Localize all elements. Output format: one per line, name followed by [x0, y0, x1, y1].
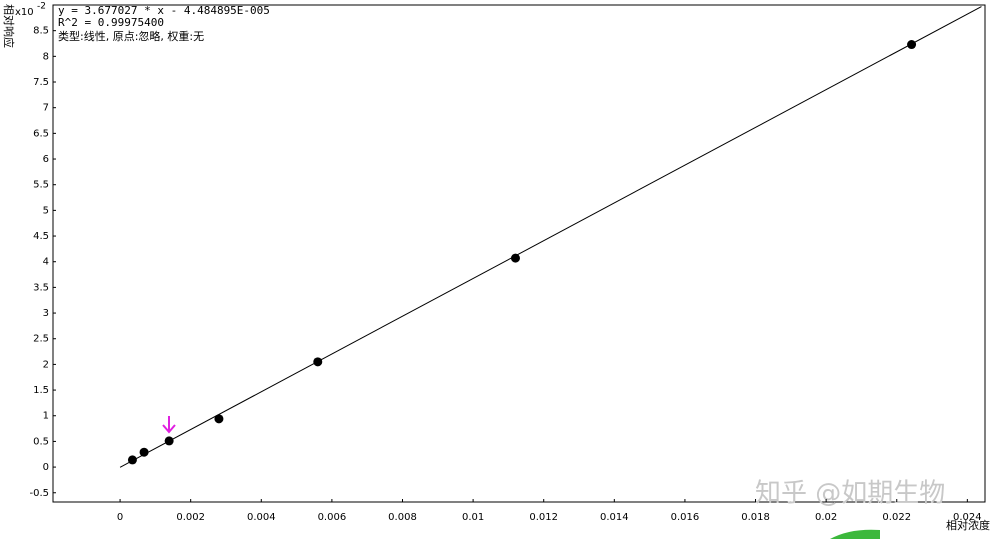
y-tick-label: 0.5: [33, 436, 49, 447]
x-tick-label: 0.008: [388, 512, 417, 523]
x-tick-label: 0.012: [529, 512, 558, 523]
fit-info: 类型:线性, 原点:忽略, 权重:无: [58, 29, 204, 43]
y-tick-label: 4.5: [33, 231, 49, 242]
y-tick-label: 8.5: [33, 26, 49, 37]
y-multiplier: x10: [15, 7, 34, 18]
data-point: [313, 357, 323, 367]
r-squared: R^2 = 0.99975400: [58, 16, 164, 29]
y-tick-label: 5: [43, 205, 49, 216]
annotation-arrow: [162, 416, 176, 434]
x-tick-label: 0.02: [815, 512, 837, 523]
y-tick-label: 3.5: [33, 282, 49, 293]
x-tick-label: 0.004: [247, 512, 276, 523]
y-axis-label: 相对响应: [2, 4, 16, 48]
x-tick-label: 0.002: [176, 512, 205, 523]
x-axis-label: 相对浓度: [946, 518, 990, 532]
watermark: 知乎 @如期生物: [755, 479, 945, 509]
data-point: [139, 447, 149, 457]
data-point: [510, 253, 520, 263]
y-tick-label: 1: [43, 411, 49, 422]
x-tick-label: 0: [117, 512, 123, 523]
y-tick-label: 0: [43, 462, 49, 473]
x-tick-label: 0.014: [600, 512, 629, 523]
y-tick-label: 4: [43, 257, 49, 268]
x-tick-label: 0.01: [462, 512, 484, 523]
y-tick-label: 7.5: [33, 77, 49, 88]
y-tick-label: 7: [43, 103, 49, 114]
decoration: [830, 529, 880, 539]
x-tick-label: 0.018: [741, 512, 770, 523]
x-tick-label: 0.024: [953, 512, 982, 523]
data-point: [164, 436, 174, 446]
y-multiplier-exp: -2: [37, 2, 46, 12]
x-tick-label: 0.022: [882, 512, 911, 523]
y-tick-label: 5.5: [33, 180, 49, 191]
equation: y = 3.677027 * x - 4.484895E-005: [58, 4, 270, 17]
y-tick-label: -0.5: [29, 488, 49, 499]
plot-frame: [52, 4, 986, 503]
data-point: [214, 414, 224, 424]
y-tick-label: 8: [43, 51, 49, 62]
data-point: [907, 40, 917, 50]
y-tick-label: 6.5: [33, 128, 49, 139]
y-tick-label: 1.5: [33, 385, 49, 396]
data-point: [127, 455, 137, 465]
y-tick-label: 3: [43, 308, 49, 319]
fit-line: [119, 6, 982, 468]
x-tick-label: 0.006: [318, 512, 347, 523]
y-tick-label: 2: [43, 359, 49, 370]
y-tick-label: 6: [43, 154, 49, 165]
x-tick-label: 0.016: [671, 512, 700, 523]
y-tick-label: 2.5: [33, 334, 49, 345]
